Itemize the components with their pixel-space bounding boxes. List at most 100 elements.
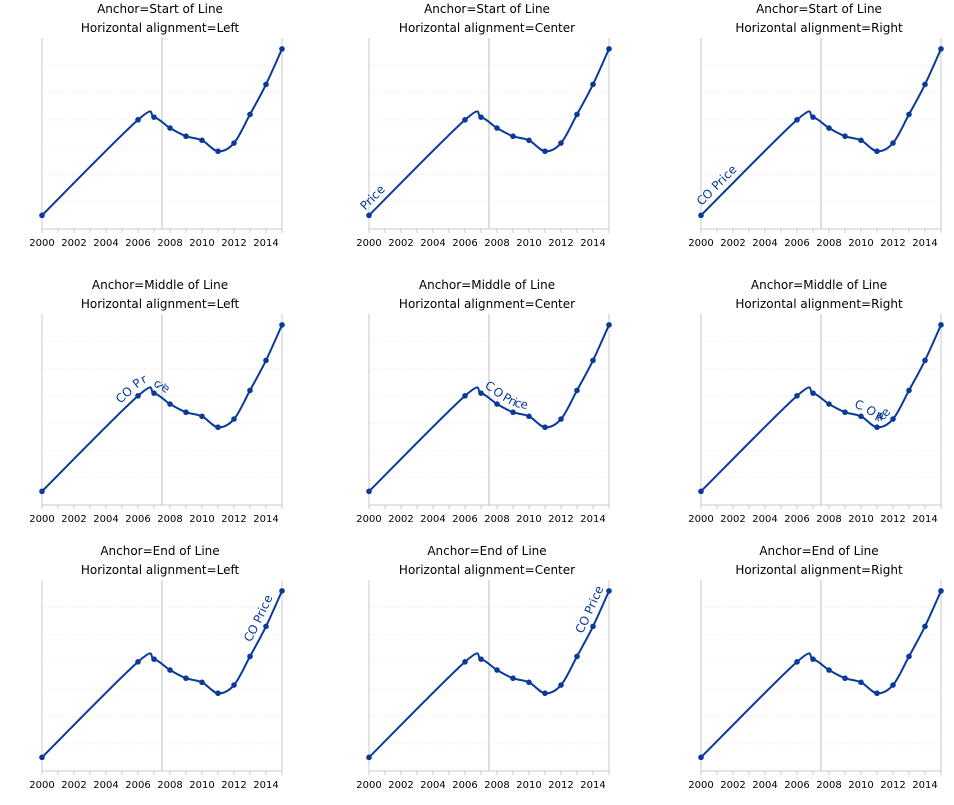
chart-svg: Anchor=Start of Line Horizontal alignment… xyxy=(688,2,944,249)
x-tick-label: 2004 xyxy=(420,514,445,525)
x-tick-label: 2004 xyxy=(93,780,118,791)
chart-title-alignment: Horizontal alignment=Center xyxy=(399,563,575,577)
data-point xyxy=(606,588,612,594)
chart-title-anchor: Anchor=Start of Line xyxy=(424,2,550,16)
data-point xyxy=(906,111,912,118)
x-tick-label: 2012 xyxy=(548,238,573,249)
data-point xyxy=(542,424,548,431)
data-point xyxy=(167,667,173,673)
x-tick-label: 2006 xyxy=(125,238,150,249)
data-point xyxy=(39,212,45,219)
data-point xyxy=(558,140,564,146)
data-point xyxy=(810,390,816,396)
data-point xyxy=(874,424,880,431)
x-tick-label: 2010 xyxy=(189,238,214,249)
x-tick-label: 2008 xyxy=(816,780,841,791)
data-point xyxy=(279,46,285,52)
x-tick-label: 2012 xyxy=(548,780,573,791)
x-tick-label: 2000 xyxy=(356,780,381,791)
x-tick-label: 2014 xyxy=(580,514,605,525)
x-tick-label: 2014 xyxy=(912,780,937,791)
data-point xyxy=(842,133,848,140)
chart-title-anchor: Anchor=End of Line xyxy=(759,544,878,558)
data-point xyxy=(462,659,468,665)
x-tick-label: 2004 xyxy=(752,238,777,249)
data-point xyxy=(494,401,500,407)
data-point xyxy=(590,357,596,364)
chart-title-alignment: Horizontal alignment=Right xyxy=(735,297,903,311)
data-point xyxy=(574,653,580,660)
data-point xyxy=(135,393,141,399)
data-point xyxy=(698,488,704,495)
x-tick-label: 2010 xyxy=(848,780,873,791)
x-tick-label: 2008 xyxy=(484,238,509,249)
x-tick-label: 2012 xyxy=(880,514,905,525)
data-point xyxy=(938,588,944,594)
data-point xyxy=(794,117,800,123)
x-tick-label: 2002 xyxy=(720,238,745,249)
chart-title-alignment: Horizontal alignment=Center xyxy=(399,297,575,311)
data-point xyxy=(231,416,237,422)
chart-title-alignment: Horizontal alignment=Left xyxy=(81,21,240,35)
series-label: CO Price xyxy=(322,0,388,213)
data-point xyxy=(922,623,928,630)
x-tick-label: 2014 xyxy=(912,238,937,249)
data-point xyxy=(151,390,157,396)
data-point xyxy=(590,81,596,88)
x-tick-label: 2006 xyxy=(452,780,477,791)
x-tick-label: 2004 xyxy=(420,780,445,791)
data-point xyxy=(199,413,205,420)
data-point xyxy=(890,140,896,146)
data-point xyxy=(526,137,532,144)
data-point xyxy=(510,133,516,140)
chart-title-anchor: Anchor=End of Line xyxy=(427,544,546,558)
data-point xyxy=(858,679,864,686)
x-tick-label: 2006 xyxy=(452,514,477,525)
x-tick-label: 2006 xyxy=(125,514,150,525)
data-point xyxy=(199,137,205,144)
x-tick-label: 2008 xyxy=(816,514,841,525)
data-point xyxy=(39,488,45,495)
data-point xyxy=(606,46,612,52)
data-point xyxy=(810,114,816,120)
data-point xyxy=(590,623,596,630)
data-point xyxy=(842,675,848,682)
data-point xyxy=(606,322,612,328)
x-tick-label: 2008 xyxy=(484,780,509,791)
chart-panel: Anchor=Start of Line Horizontal alignment… xyxy=(659,0,954,263)
data-point xyxy=(826,667,832,673)
chart-title-alignment: Horizontal alignment=Right xyxy=(735,21,903,35)
data-point xyxy=(231,682,237,688)
x-tick-label: 2002 xyxy=(720,514,745,525)
chart-svg: Anchor=Start of Line Horizontal alignment… xyxy=(322,0,612,249)
data-point xyxy=(574,387,580,394)
data-point xyxy=(842,409,848,416)
data-point xyxy=(462,393,468,399)
x-tick-label: 2006 xyxy=(125,780,150,791)
x-tick-label: 2006 xyxy=(784,780,809,791)
x-tick-label: 2014 xyxy=(580,780,605,791)
chart-title-anchor: Anchor=Middle of Line xyxy=(92,278,228,292)
data-point xyxy=(906,653,912,660)
x-tick-label: 2000 xyxy=(29,780,54,791)
chart-panel: Anchor=Middle of Line Horizontal alignmen… xyxy=(659,276,954,539)
data-point xyxy=(247,111,253,118)
data-point xyxy=(858,137,864,144)
data-point xyxy=(215,424,221,431)
x-tick-label: 2012 xyxy=(880,238,905,249)
data-point xyxy=(199,679,205,686)
data-point xyxy=(215,148,221,155)
data-point xyxy=(858,413,864,420)
data-point xyxy=(558,682,564,688)
data-point xyxy=(526,413,532,420)
data-point xyxy=(167,125,173,131)
x-tick-label: 2008 xyxy=(484,514,509,525)
x-tick-label: 2008 xyxy=(157,514,182,525)
data-point xyxy=(215,690,221,697)
x-tick-label: 2014 xyxy=(580,238,605,249)
chart-svg: Anchor=End of Line Horizontal alignment=R… xyxy=(654,525,944,791)
x-tick-label: 2010 xyxy=(848,514,873,525)
data-point xyxy=(366,488,372,495)
x-tick-label: 2006 xyxy=(784,514,809,525)
chart-title-anchor: Anchor=Start of Line xyxy=(97,2,223,16)
